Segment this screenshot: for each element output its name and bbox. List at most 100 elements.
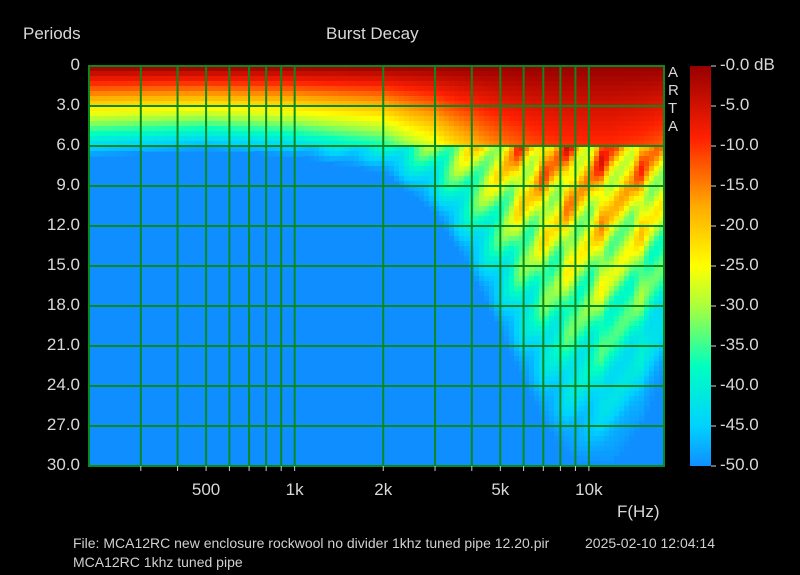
heatmap-cell <box>94 136 100 142</box>
heatmap-cell <box>419 111 425 117</box>
heatmap-cell <box>419 121 425 127</box>
heatmap-cell <box>524 126 530 132</box>
heatmap-cell <box>634 276 640 282</box>
heatmap-cell <box>569 391 575 397</box>
heatmap-cell <box>624 341 630 347</box>
heatmap-cell <box>529 106 535 112</box>
heatmap-cell <box>344 101 350 107</box>
heatmap-cell <box>529 386 535 392</box>
heatmap-cell <box>109 151 115 157</box>
y-tick-label: 27.0 <box>46 415 80 434</box>
heatmap-cell <box>519 261 525 267</box>
heatmap-cell <box>409 141 415 147</box>
heatmap-cell <box>574 346 580 352</box>
heatmap-cell <box>639 191 645 197</box>
heatmap-cell <box>434 66 440 72</box>
heatmap-cell <box>389 96 395 102</box>
heatmap-cell <box>519 371 525 377</box>
heatmap-cell <box>619 406 625 412</box>
heatmap-cell <box>564 206 570 212</box>
heatmap-cell <box>619 81 625 87</box>
heatmap-cell <box>229 106 235 112</box>
heatmap-cell <box>619 161 625 167</box>
heatmap-cell <box>594 131 600 137</box>
heatmap-cell <box>564 86 570 92</box>
heatmap-cell <box>489 261 495 267</box>
heatmap-cell <box>644 286 650 292</box>
heatmap-cell <box>649 116 655 122</box>
heatmap-cell <box>159 116 165 122</box>
heatmap-cell <box>494 261 500 267</box>
heatmap-cell <box>514 351 520 357</box>
heatmap-cell <box>124 111 130 117</box>
heatmap-cell <box>404 81 410 87</box>
heatmap-cell <box>114 126 120 132</box>
heatmap-cell <box>564 231 570 237</box>
heatmap-cell <box>349 156 355 162</box>
heatmap-cell <box>569 351 575 357</box>
heatmap-cell <box>634 301 640 307</box>
heatmap-cell <box>584 116 590 122</box>
heatmap-cell <box>189 106 195 112</box>
heatmap-cell <box>344 156 350 162</box>
heatmap-cell <box>514 316 520 322</box>
heatmap-cell <box>499 186 505 192</box>
heatmap-cell <box>479 226 485 232</box>
heatmap-cell <box>574 281 580 287</box>
heatmap-cell <box>599 81 605 87</box>
heatmap-cell <box>479 151 485 157</box>
heatmap-cell <box>649 76 655 82</box>
heatmap-cell <box>659 301 665 307</box>
heatmap-cell <box>334 141 340 147</box>
heatmap-cell <box>604 436 610 442</box>
heatmap-cell <box>619 66 625 72</box>
heatmap-cell <box>654 106 660 112</box>
heatmap-cell <box>599 296 605 302</box>
heatmap-cell <box>474 151 480 157</box>
heatmap-cell <box>509 326 515 332</box>
heatmap-cell <box>569 241 575 247</box>
heatmap-cell <box>434 171 440 177</box>
heatmap-cell <box>524 146 530 152</box>
heatmap-cell <box>404 136 410 142</box>
heatmap-cell <box>649 246 655 252</box>
heatmap-cell <box>154 101 160 107</box>
heatmap-cell <box>249 76 255 82</box>
heatmap-cell <box>504 81 510 87</box>
heatmap-cell <box>584 241 590 247</box>
heatmap-cell <box>209 81 215 87</box>
heatmap-cell <box>559 221 565 227</box>
heatmap-cell <box>619 181 625 187</box>
heatmap-cell <box>439 201 445 207</box>
heatmap-cell <box>549 201 555 207</box>
heatmap-cell <box>124 71 130 77</box>
heatmap-cell <box>254 146 260 152</box>
heatmap-cell <box>609 216 615 222</box>
heatmap-cell <box>99 151 105 157</box>
heatmap-cell <box>524 256 530 262</box>
heatmap-cell <box>604 221 610 227</box>
heatmap-cell <box>539 196 545 202</box>
heatmap-cell <box>119 131 125 137</box>
heatmap-cell <box>464 161 470 167</box>
heatmap-cell <box>434 151 440 157</box>
heatmap-cell <box>619 246 625 252</box>
heatmap-cell <box>134 151 140 157</box>
heatmap-cell <box>594 106 600 112</box>
heatmap-cell <box>584 356 590 362</box>
heatmap-cell <box>409 111 415 117</box>
heatmap-cell <box>484 111 490 117</box>
heatmap-cell <box>594 121 600 127</box>
heatmap-cell <box>639 236 645 242</box>
heatmap-cell <box>579 401 585 407</box>
y-tick-label: 0 <box>70 55 80 74</box>
heatmap-cell <box>524 186 530 192</box>
heatmap-cell <box>414 71 420 77</box>
heatmap-cell <box>514 131 520 137</box>
heatmap-cell <box>569 301 575 307</box>
heatmap-cell <box>524 101 530 107</box>
heatmap-cell <box>564 221 570 227</box>
heatmap-cell <box>524 321 530 327</box>
heatmap-cell <box>479 186 485 192</box>
heatmap-cell <box>494 291 500 297</box>
